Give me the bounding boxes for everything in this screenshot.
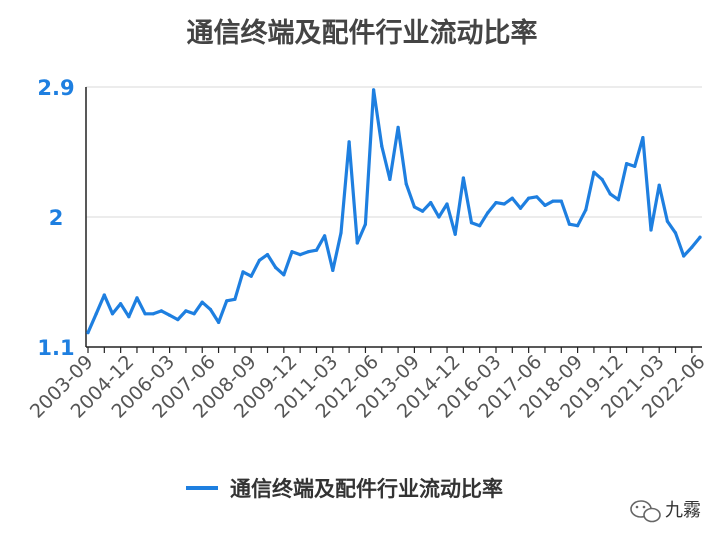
data-point[interactable] bbox=[241, 270, 245, 274]
data-point[interactable] bbox=[372, 88, 376, 92]
data-point[interactable] bbox=[641, 136, 645, 140]
data-point[interactable] bbox=[110, 312, 115, 316]
data-point[interactable] bbox=[102, 293, 106, 297]
y-tick-label: 1.1 bbox=[37, 336, 74, 360]
data-point[interactable] bbox=[176, 318, 180, 322]
data-point[interactable] bbox=[151, 312, 155, 316]
data-point[interactable] bbox=[600, 177, 604, 181]
data-point[interactable] bbox=[347, 140, 351, 144]
data-point[interactable] bbox=[380, 144, 384, 148]
data-point[interactable] bbox=[282, 273, 286, 277]
data-point[interactable] bbox=[633, 164, 637, 168]
legend-label: 通信终端及配件行业流动比率 bbox=[230, 477, 503, 501]
data-point[interactable] bbox=[445, 202, 449, 206]
data-point[interactable] bbox=[510, 196, 514, 200]
series-line[interactable] bbox=[86, 88, 702, 335]
data-point[interactable] bbox=[502, 202, 506, 206]
data-point[interactable] bbox=[265, 253, 270, 257]
data-point[interactable] bbox=[208, 307, 212, 311]
data-point[interactable] bbox=[412, 205, 416, 209]
data-point[interactable] bbox=[518, 206, 523, 210]
data-point[interactable] bbox=[388, 177, 392, 181]
data-point[interactable] bbox=[616, 198, 621, 202]
data-point[interactable] bbox=[461, 176, 465, 180]
data-point[interactable] bbox=[404, 182, 408, 186]
watermark: 九霧 bbox=[630, 500, 701, 523]
data-point[interactable] bbox=[559, 199, 563, 203]
legend[interactable]: 通信终端及配件行业流动比率 bbox=[186, 477, 503, 501]
data-point[interactable] bbox=[592, 170, 596, 174]
y-axis-ticks: 1.1 2 2.9 bbox=[37, 76, 74, 360]
data-point[interactable] bbox=[257, 258, 261, 262]
data-point[interactable] bbox=[649, 228, 653, 232]
data-point[interactable] bbox=[396, 125, 400, 129]
data-point[interactable] bbox=[478, 224, 482, 228]
data-point[interactable] bbox=[576, 224, 580, 228]
data-point[interactable] bbox=[665, 219, 670, 223]
data-point[interactable] bbox=[200, 300, 204, 304]
data-point[interactable] bbox=[249, 274, 253, 278]
data-point[interactable] bbox=[437, 215, 441, 219]
data-point[interactable] bbox=[339, 231, 343, 235]
data-point[interactable] bbox=[584, 208, 588, 212]
data-point[interactable] bbox=[551, 199, 555, 203]
data-point[interactable] bbox=[453, 232, 457, 236]
data-point[interactable] bbox=[127, 315, 131, 319]
data-point[interactable] bbox=[192, 312, 196, 316]
data-point[interactable] bbox=[567, 222, 572, 226]
data-point[interactable] bbox=[421, 209, 425, 213]
data-point[interactable] bbox=[331, 268, 335, 272]
data-point[interactable] bbox=[135, 296, 139, 300]
data-point[interactable] bbox=[363, 222, 367, 226]
data-point[interactable] bbox=[274, 266, 278, 270]
data-point[interactable] bbox=[314, 248, 319, 252]
data-point[interactable] bbox=[159, 309, 163, 313]
x-axis: 2003-092004-122006-032007-062008-092009-… bbox=[26, 346, 710, 423]
data-point[interactable] bbox=[429, 201, 433, 205]
y-tick-label: 2.9 bbox=[37, 76, 74, 100]
data-point[interactable] bbox=[625, 162, 629, 166]
data-point[interactable] bbox=[184, 309, 188, 313]
data-point[interactable] bbox=[290, 250, 294, 254]
data-point[interactable] bbox=[217, 320, 221, 324]
data-point[interactable] bbox=[494, 201, 498, 205]
data-point[interactable] bbox=[543, 203, 547, 207]
data-point[interactable] bbox=[119, 302, 123, 306]
data-point[interactable] bbox=[486, 211, 490, 215]
data-point[interactable] bbox=[168, 313, 172, 317]
y-tick-label: 2 bbox=[49, 206, 64, 230]
data-point[interactable] bbox=[225, 299, 229, 303]
data-point[interactable] bbox=[690, 245, 694, 249]
data-point[interactable] bbox=[657, 183, 661, 187]
data-point[interactable] bbox=[535, 195, 539, 199]
data-point[interactable] bbox=[298, 253, 302, 257]
data-point[interactable] bbox=[86, 331, 90, 335]
chart-title: 通信终端及配件行业流动比率 bbox=[187, 17, 538, 49]
data-point[interactable] bbox=[306, 250, 310, 254]
data-point[interactable] bbox=[698, 235, 702, 239]
data-point[interactable] bbox=[527, 196, 531, 200]
data-point[interactable] bbox=[355, 241, 359, 245]
series-layer bbox=[86, 88, 702, 335]
data-point[interactable] bbox=[682, 254, 686, 258]
data-point[interactable] bbox=[233, 297, 237, 301]
watermark-text: 九霧 bbox=[665, 500, 701, 521]
data-point[interactable] bbox=[673, 231, 678, 235]
wechat-bubble-icon bbox=[630, 500, 661, 523]
data-point[interactable] bbox=[608, 192, 612, 196]
gridlines bbox=[85, 86, 702, 347]
data-point[interactable] bbox=[469, 221, 474, 225]
data-point[interactable] bbox=[94, 312, 98, 316]
data-point[interactable] bbox=[323, 234, 327, 238]
data-point[interactable] bbox=[143, 312, 147, 316]
